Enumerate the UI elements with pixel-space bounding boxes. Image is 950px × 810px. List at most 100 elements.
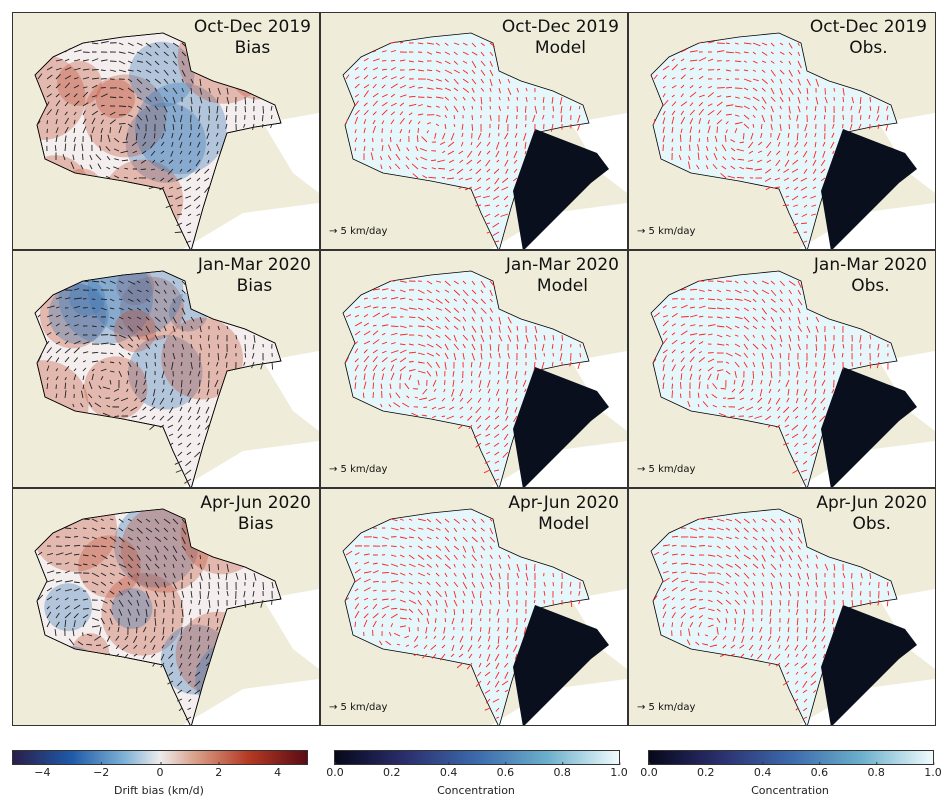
drift-arrow — [752, 87, 758, 92]
drift-arrow — [163, 545, 169, 551]
drift-arrow — [505, 141, 509, 148]
drift-arrow — [820, 168, 826, 174]
drift-arrow — [796, 617, 799, 626]
drift-arrow — [131, 415, 138, 418]
drift-arrow — [671, 577, 679, 583]
drift-arrow — [750, 397, 754, 401]
drift-arrow — [697, 392, 700, 399]
drift-arrow — [711, 394, 718, 399]
drift-arrow — [507, 87, 512, 95]
drift-arrow — [435, 554, 442, 560]
drift-arrow — [462, 590, 466, 597]
drift-arrow — [779, 105, 782, 110]
drift-arrow — [743, 518, 750, 524]
drift-arrow — [752, 545, 758, 550]
drift-arrow — [372, 589, 377, 592]
drift-arrow — [513, 644, 518, 653]
drift-arrow — [64, 93, 70, 98]
drift-arrow — [794, 662, 799, 667]
drift-arrow — [752, 581, 756, 586]
panel-period: Oct-Dec 2019 — [501, 17, 619, 37]
drift-arrow — [725, 129, 728, 134]
drift-arrow — [552, 105, 554, 112]
drift-arrow — [505, 406, 509, 415]
drift-arrow — [64, 340, 69, 345]
drift-arrow — [426, 599, 432, 607]
panel-title: Jan-Mar 2020 Obs. — [814, 255, 927, 297]
drift-arrow — [372, 372, 376, 381]
drift-arrow — [55, 109, 59, 116]
drift-arrow — [662, 355, 667, 363]
drift-arrow — [435, 361, 440, 368]
drift-arrow — [354, 364, 359, 372]
drift-arrow — [127, 608, 132, 616]
drift-arrow — [100, 119, 104, 125]
drift-arrow — [381, 623, 383, 628]
drift-arrow — [736, 148, 745, 152]
drift-arrow — [224, 352, 228, 359]
drift-arrow — [435, 51, 441, 54]
drift-arrow — [469, 168, 473, 172]
drift-arrow — [144, 635, 147, 641]
drift-arrow — [145, 554, 152, 562]
drift-arrow — [172, 60, 178, 66]
drift-arrow — [716, 608, 721, 612]
map-panel-1-1: Oct-Dec 2019 Bias — [12, 12, 320, 250]
drift-arrow — [698, 381, 701, 390]
drift-arrow — [779, 42, 784, 46]
drift-arrow — [802, 195, 808, 199]
drift-arrow — [680, 350, 685, 354]
sea-ice-region — [342, 508, 590, 725]
drift-arrow — [167, 195, 174, 198]
drift-arrow — [734, 128, 738, 134]
drift-arrow — [707, 599, 713, 603]
drift-arrow — [180, 123, 183, 130]
drift-arrow — [812, 159, 817, 166]
drift-arrow — [244, 105, 246, 113]
drift-arrow — [64, 48, 71, 53]
drift-arrow — [120, 150, 129, 154]
drift-arrow — [172, 69, 177, 75]
drift-arrow — [765, 186, 772, 191]
drift-arrow — [466, 150, 473, 158]
drift-arrow — [698, 333, 706, 336]
drift-arrow — [91, 608, 100, 611]
drift-arrow — [426, 307, 431, 311]
drift-arrow — [471, 527, 477, 532]
drift-arrow — [671, 306, 677, 309]
drift-arrow — [471, 42, 477, 48]
drift-arrow — [94, 635, 102, 641]
drift-arrow — [216, 105, 219, 114]
drift-arrow — [734, 590, 739, 595]
drift-arrow — [743, 289, 749, 293]
drift-arrow — [767, 424, 772, 428]
drift-arrow — [515, 388, 518, 393]
drift-arrow — [770, 42, 775, 47]
drift-arrow — [181, 298, 185, 302]
drift-arrow — [425, 635, 428, 639]
drift-arrow — [172, 563, 175, 569]
drift-arrow — [743, 545, 749, 551]
bias-cell — [116, 271, 155, 306]
drift-arrow — [444, 527, 450, 533]
drift-arrow — [172, 307, 176, 313]
drift-arrow — [813, 150, 817, 159]
drift-arrow — [671, 562, 678, 565]
drift-arrow — [770, 527, 775, 532]
drift-arrow — [179, 662, 183, 669]
drift-arrow — [760, 123, 763, 130]
drift-arrow — [814, 114, 817, 121]
drift-arrow — [689, 109, 695, 116]
drift-arrow — [345, 119, 348, 125]
map-svg — [650, 508, 935, 725]
drift-arrow — [426, 361, 433, 368]
drift-arrow — [788, 518, 792, 523]
drift-arrow — [114, 158, 120, 161]
drift-arrow — [127, 599, 133, 606]
drift-arrow — [162, 617, 165, 625]
panel-kind: Model — [534, 38, 586, 58]
drift-arrow — [354, 577, 362, 583]
drift-arrow — [712, 163, 718, 170]
drift-arrow — [354, 562, 358, 565]
drift-arrow — [204, 424, 210, 430]
